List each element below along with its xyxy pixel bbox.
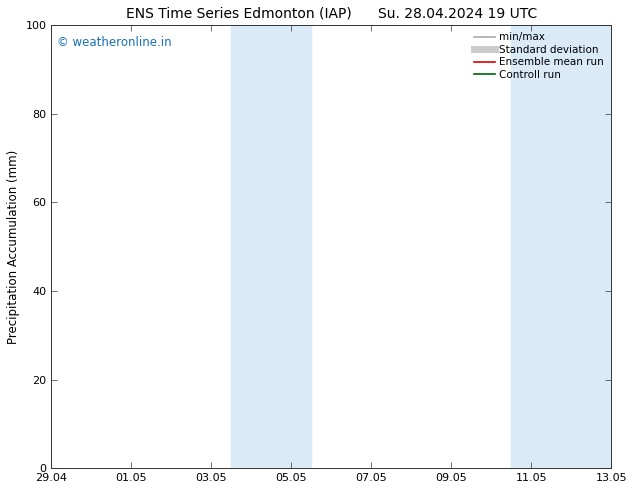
Bar [231,25,311,468]
Legend: min/max, Standard deviation, Ensemble mean run, Controll run: min/max, Standard deviation, Ensemble me… [472,30,606,82]
Bar [511,25,611,468]
Title: ENS Time Series Edmonton (IAP)      Su. 28.04.2024 19 UTC: ENS Time Series Edmonton (IAP) Su. 28.04… [126,7,537,21]
Y-axis label: Precipitation Accumulation (mm): Precipitation Accumulation (mm) [7,149,20,343]
Text: © weatheronline.in: © weatheronline.in [57,36,172,49]
